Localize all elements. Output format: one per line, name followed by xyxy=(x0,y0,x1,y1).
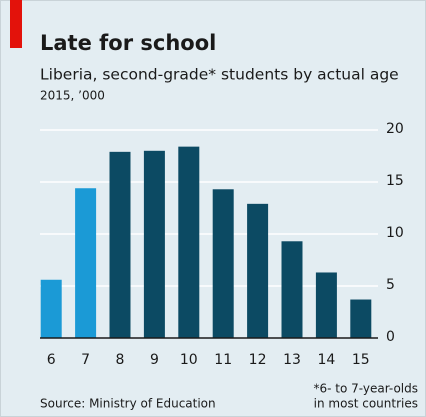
x-tick-label: 9 xyxy=(150,352,159,368)
red-tab xyxy=(10,0,22,48)
x-tick-label: 14 xyxy=(317,352,335,368)
x-tick-label: 6 xyxy=(47,352,56,368)
bar xyxy=(143,150,165,338)
bar xyxy=(40,279,62,338)
unit-note: 2015, ’000 xyxy=(40,89,105,103)
y-tick-label: 20 xyxy=(386,121,404,137)
x-tick-label: 12 xyxy=(249,352,267,368)
bar xyxy=(315,272,337,338)
x-tick-label: 7 xyxy=(81,352,90,368)
source: Source: Ministry of Education xyxy=(40,397,216,411)
x-tick-label: 10 xyxy=(180,352,198,368)
bar xyxy=(350,299,372,338)
x-tick-label: 8 xyxy=(116,352,125,368)
y-tick-label: 5 xyxy=(386,277,395,293)
bar xyxy=(212,189,234,338)
footnote: *6- to 7-year-olds xyxy=(314,382,419,396)
bar xyxy=(247,203,269,338)
y-tick-label: 0 xyxy=(386,329,395,345)
y-tick-label: 15 xyxy=(386,173,404,189)
footnote: in most countries xyxy=(314,397,418,411)
chart-subtitle: Liberia, second-grade* students by actua… xyxy=(40,66,399,84)
x-tick-label: 11 xyxy=(214,352,232,368)
bar xyxy=(109,151,131,338)
chart-title: Late for school xyxy=(40,31,216,55)
y-tick-label: 10 xyxy=(386,225,404,241)
bar xyxy=(178,146,200,338)
bar xyxy=(281,241,303,338)
bar xyxy=(75,188,97,338)
x-tick-label: 15 xyxy=(352,352,370,368)
x-tick-label: 13 xyxy=(283,352,301,368)
